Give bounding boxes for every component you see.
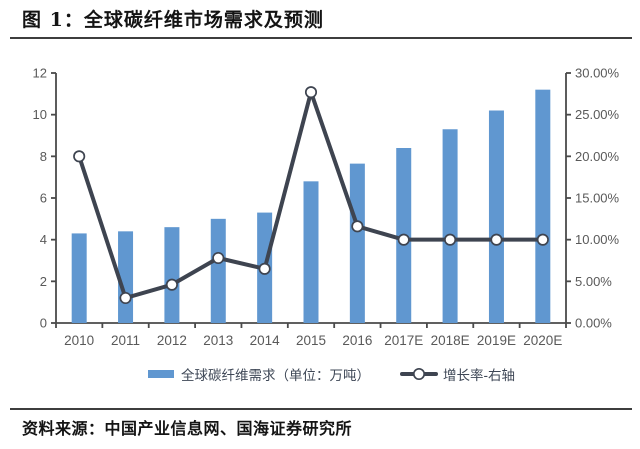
- y-axis-left-label: 4: [40, 232, 47, 247]
- x-axis-label: 2013: [203, 333, 233, 348]
- y-axis-right-label: 15.00%: [575, 191, 620, 206]
- source-label: 资料来源：: [22, 419, 105, 438]
- y-axis-right-label: 30.00%: [575, 66, 620, 81]
- source-divider: [10, 408, 632, 410]
- y-axis-left-label: 0: [40, 316, 47, 331]
- x-axis-label: 2014: [250, 333, 281, 348]
- growth-marker-2020E: [536, 233, 549, 246]
- growth-marker-2010: [73, 150, 86, 163]
- x-axis-label: 2015: [296, 333, 326, 348]
- growth-marker-2012: [165, 278, 178, 291]
- y-axis-right-label: 20.00%: [575, 149, 620, 164]
- y-axis-left-label: 10: [33, 107, 47, 122]
- y-axis-left-label: 8: [40, 149, 47, 164]
- growth-marker-2018E: [444, 233, 457, 246]
- y-axis-left-label: 12: [33, 66, 47, 81]
- x-axis-label: 2017E: [384, 333, 423, 348]
- x-axis-label: 2012: [157, 333, 187, 348]
- y-axis-right-label: 25.00%: [575, 107, 620, 122]
- growth-marker-2015: [304, 86, 318, 99]
- y-axis-left-label: 2: [40, 274, 47, 289]
- y-axis-right-label: 0.00%: [575, 316, 612, 331]
- x-axis-label: 2019E: [477, 333, 516, 348]
- figure-title: 图 1：全球碳纤维市场需求及预测: [22, 5, 324, 32]
- growth-marker-2019E: [490, 233, 503, 246]
- x-axis-label: 2018E: [431, 333, 470, 348]
- bar-2012: [164, 227, 180, 323]
- title-divider: [10, 37, 632, 39]
- x-axis-label: 2016: [342, 333, 372, 348]
- growth-marker-2017E: [397, 233, 410, 246]
- legend-line-label: 增长率-右轴: [443, 367, 515, 383]
- bar-2010: [71, 233, 87, 323]
- x-axis-label: 2020E: [523, 333, 562, 348]
- growth-marker-2016: [351, 220, 364, 233]
- growth-marker-2013: [212, 251, 225, 265]
- legend-bar-swatch: [148, 370, 174, 378]
- legend-bar-label: 全球碳纤维需求（单位：万吨）: [181, 367, 370, 383]
- source-text: 中国产业信息网、国海证券研究所: [104, 419, 353, 438]
- growth-marker-2014: [258, 262, 271, 275]
- x-axis-label: 2011: [111, 333, 140, 348]
- bar-2016: [349, 163, 365, 323]
- y-axis-right-label: 10.00%: [575, 232, 620, 247]
- y-axis-right-label: 5.00%: [575, 274, 612, 289]
- growth-marker-2011: [119, 291, 132, 305]
- bar-2015: [303, 181, 319, 323]
- combo-chart: 0 2 4 6 8 10 12 0.00% 5.00% 10.00% 15.00% 20.00% 25.…: [33, 66, 620, 384]
- bar-2013: [210, 218, 226, 323]
- x-axis-label: 2010: [64, 333, 94, 348]
- source-line: 资料来源：中国产业信息网、国海证券研究所: [22, 415, 352, 439]
- bar-2018E: [442, 129, 458, 323]
- legend-line-marker: [412, 367, 426, 381]
- bar-2019E: [488, 110, 504, 323]
- bar-2020E: [535, 89, 551, 323]
- figure-label: 图 1：: [22, 9, 84, 31]
- y-axis-left-label: 6: [40, 191, 47, 206]
- figure-title-text: 全球碳纤维市场需求及预测: [83, 9, 324, 31]
